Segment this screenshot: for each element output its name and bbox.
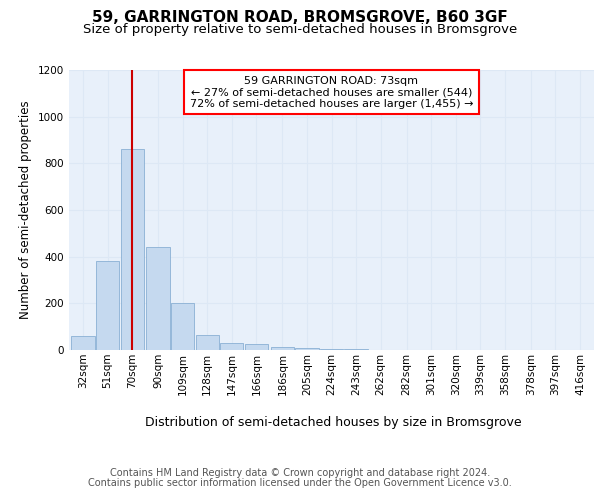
Bar (271, 346, 294, 350)
Bar (196, 335, 219, 350)
Text: Contains public sector information licensed under the Open Government Licence v3: Contains public sector information licen… (88, 478, 512, 488)
Bar (71, 336, 95, 350)
Y-axis label: Number of semi-detached properties: Number of semi-detached properties (19, 100, 32, 320)
Bar (295, 348, 319, 350)
Text: Size of property relative to semi-detached houses in Bromsgrove: Size of property relative to semi-detach… (83, 24, 517, 36)
Bar (96, 262, 119, 350)
Bar (146, 248, 170, 350)
Text: 59, GARRINGTON ROAD, BROMSGROVE, B60 3GF: 59, GARRINGTON ROAD, BROMSGROVE, B60 3GF (92, 10, 508, 25)
Bar (171, 304, 194, 350)
Bar (121, 150, 144, 350)
Bar (245, 344, 268, 350)
Bar (320, 349, 343, 350)
Text: 59 GARRINGTON ROAD: 73sqm
← 27% of semi-detached houses are smaller (544)
72% of: 59 GARRINGTON ROAD: 73sqm ← 27% of semi-… (190, 76, 473, 109)
Text: Contains HM Land Registry data © Crown copyright and database right 2024.: Contains HM Land Registry data © Crown c… (110, 468, 490, 477)
Bar (220, 343, 244, 350)
Bar (344, 349, 368, 350)
Text: Distribution of semi-detached houses by size in Bromsgrove: Distribution of semi-detached houses by … (145, 416, 521, 429)
